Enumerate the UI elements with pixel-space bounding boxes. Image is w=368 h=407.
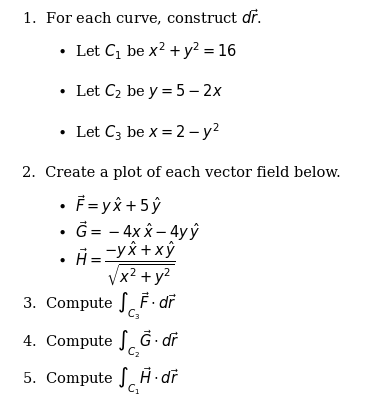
- Text: 3.  Compute $\int_{C_3} \vec{F} \cdot d\vec{r}$: 3. Compute $\int_{C_3} \vec{F} \cdot d\v…: [22, 290, 177, 322]
- Text: 4.  Compute $\int_{C_2} \vec{G} \cdot d\vec{r}$: 4. Compute $\int_{C_2} \vec{G} \cdot d\v…: [22, 328, 180, 360]
- Text: 1.  For each curve, construct $d\vec{r}$.: 1. For each curve, construct $d\vec{r}$.: [22, 8, 262, 28]
- Text: $\bullet$  Let $C_1$ be $x^2 + y^2 = 16$: $\bullet$ Let $C_1$ be $x^2 + y^2 = 16$: [57, 40, 237, 62]
- Text: $\bullet$  $\vec{F} = y\,\hat{x} + 5\,\hat{y}$: $\bullet$ $\vec{F} = y\,\hat{x} + 5\,\ha…: [57, 193, 162, 217]
- Text: $\bullet$  Let $C_2$ be $y = 5 - 2x$: $\bullet$ Let $C_2$ be $y = 5 - 2x$: [57, 82, 222, 101]
- Text: $\bullet$  $\vec{G} = -4x\,\hat{x} - 4y\,\hat{y}$: $\bullet$ $\vec{G} = -4x\,\hat{x} - 4y\,…: [57, 219, 201, 243]
- Text: 5.  Compute $\int_{C_1} \vec{H} \cdot d\vec{r}$: 5. Compute $\int_{C_1} \vec{H} \cdot d\v…: [22, 366, 179, 398]
- Text: $\bullet$  Let $C_3$ be $x = 2 - y^2$: $\bullet$ Let $C_3$ be $x = 2 - y^2$: [57, 121, 219, 143]
- Text: 2.  Create a plot of each vector field below.: 2. Create a plot of each vector field be…: [22, 166, 341, 180]
- Text: $\bullet$  $\vec{H} = \dfrac{-y\,\hat{x} + x\,\hat{y}}{\sqrt{x^2 + y^2}}$: $\bullet$ $\vec{H} = \dfrac{-y\,\hat{x} …: [57, 239, 176, 288]
